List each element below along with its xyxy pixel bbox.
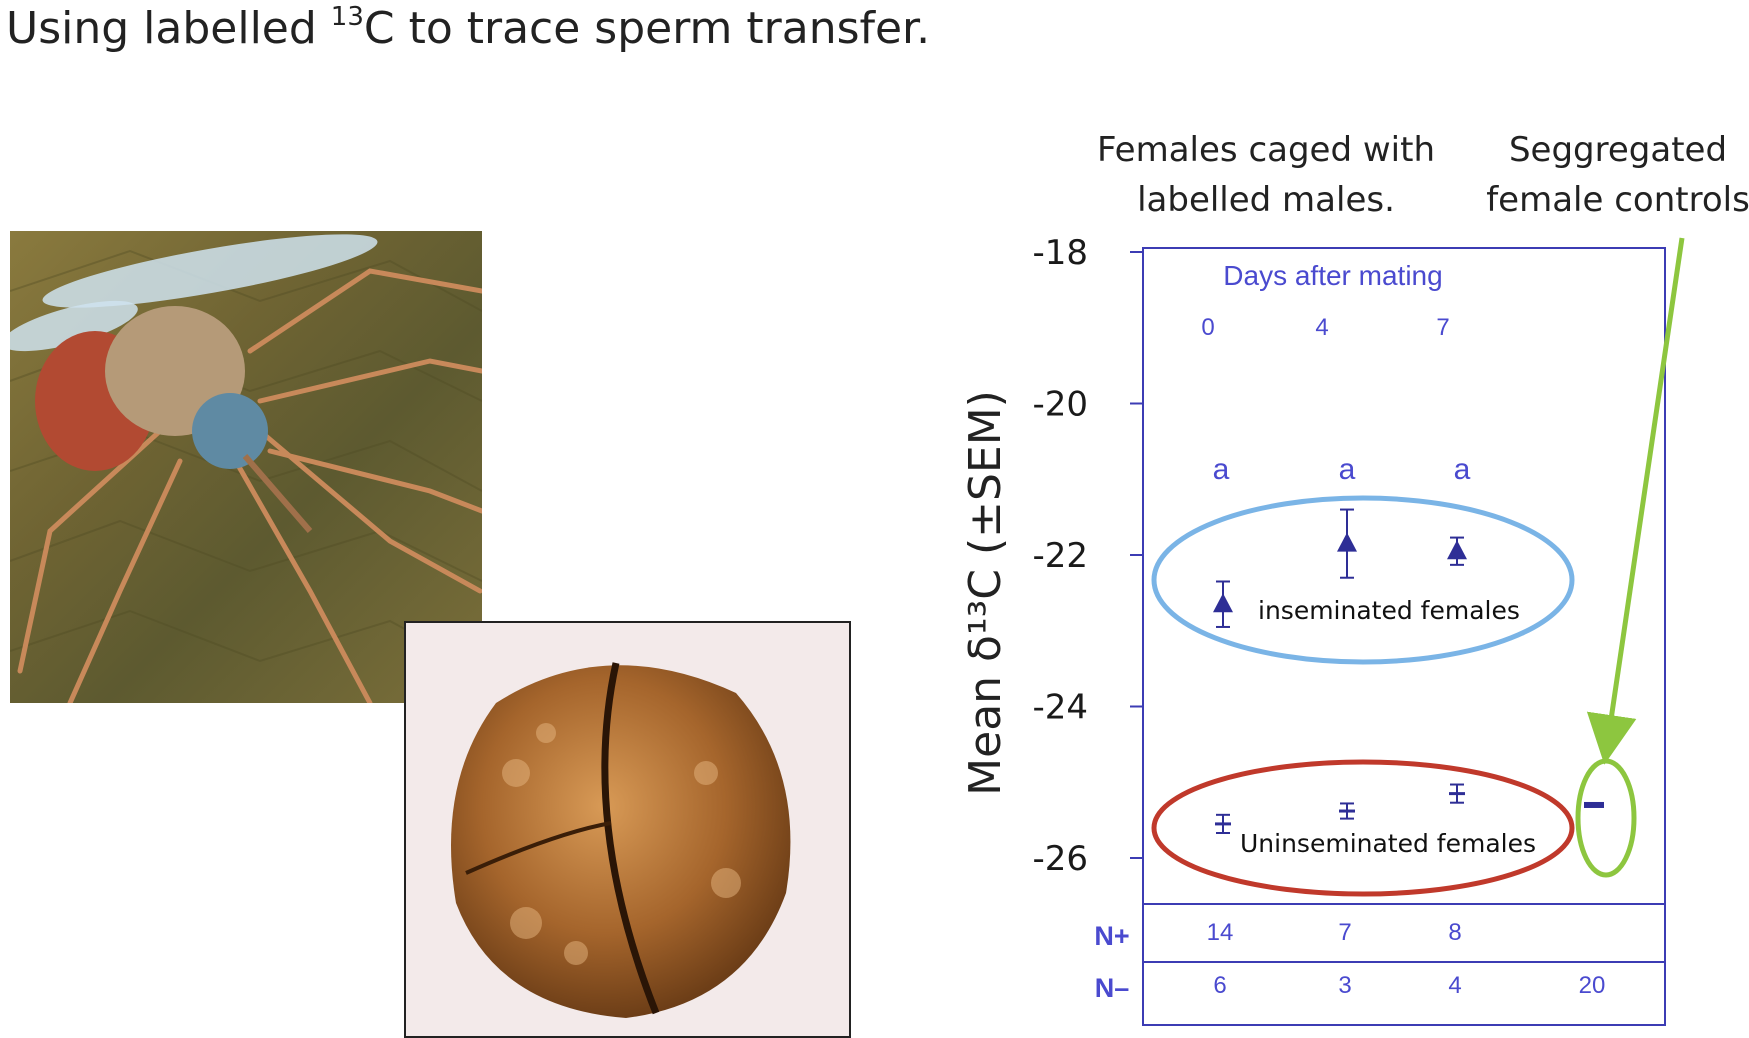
n-minus-value-0: 6 <box>1213 972 1226 999</box>
egg-photo <box>404 621 851 1038</box>
day-labels: 0 4 7 <box>1201 314 1449 341</box>
annotation-caged-line2: labelled males. <box>1137 180 1395 220</box>
day-label-0: 0 <box>1201 314 1214 341</box>
y-tick-label-1: -20 <box>1032 385 1088 425</box>
annotation-control-line2: female controls <box>1486 180 1749 220</box>
n-plus-values: 14 7 8 <box>1207 919 1462 946</box>
series-label-uninseminated: Uninseminated females <box>1240 829 1536 858</box>
n-plus-value-1: 7 <box>1338 919 1351 946</box>
slide-title: Using labelled 13C to trace sperm transf… <box>6 2 930 54</box>
n-plus-value-2: 8 <box>1448 919 1461 946</box>
point-s0-1 <box>1337 508 1357 579</box>
uninseminated-ellipse <box>1151 759 1575 897</box>
sig-letter-1: a <box>1339 453 1356 486</box>
day-label-2: 7 <box>1436 314 1449 341</box>
n-plus-label: N+ <box>1094 921 1129 951</box>
plot-frame <box>1142 247 1666 1026</box>
series-label-inseminated: inseminated females <box>1258 596 1520 625</box>
marker-triangle-s0-0 <box>1213 593 1233 613</box>
egg-illustration <box>451 662 791 1018</box>
point-s0-2 <box>1447 536 1467 566</box>
inseminated-ellipse <box>1151 495 1575 665</box>
y-axis-ticks: -18 -20 -22 -24 -26 <box>1032 233 1143 879</box>
point-s0-0 <box>1213 580 1233 628</box>
control-arrow <box>1586 237 1685 765</box>
annotation-control-line1: Seggregated <box>1509 130 1727 170</box>
day-label-1: 4 <box>1315 314 1328 341</box>
n-plus-value-0: 14 <box>1207 919 1234 946</box>
n-minus-label: N– <box>1095 973 1130 1003</box>
point-s1-1 <box>1339 802 1355 820</box>
data-points <box>1213 508 1604 835</box>
slide-title-prefix: Using labelled <box>6 3 331 54</box>
inner-title: Days after mating <box>1223 260 1442 291</box>
marker-triangle-s0-1 <box>1337 532 1357 552</box>
control-ellipse <box>1575 758 1637 878</box>
sig-letter-0: a <box>1213 453 1230 486</box>
slide-title-superscript: 13 <box>330 2 364 32</box>
mosquito-photo <box>10 231 482 703</box>
y-tick-label-0: -18 <box>1032 233 1088 273</box>
y-axis-label: Mean δ¹³C (±SEM) <box>960 390 1011 796</box>
sig-letter-2: a <box>1454 453 1471 486</box>
y-tick-label-3: -24 <box>1032 688 1088 728</box>
n-minus-value-2: 4 <box>1448 972 1461 999</box>
n-minus-value-1: 3 <box>1338 972 1351 999</box>
slide-title-suffix: C to trace sperm transfer. <box>363 3 931 54</box>
marker-triangle-s0-2 <box>1447 540 1467 560</box>
n-minus-values: 6 3 4 20 <box>1213 972 1605 999</box>
annotation-caged-line1: Females caged with <box>1097 130 1435 170</box>
n-minus-value-3: 20 <box>1579 972 1606 999</box>
marker-dash-s2-0 <box>1584 801 1604 808</box>
mosquito-illustration <box>10 234 482 703</box>
point-s1-0 <box>1215 813 1231 835</box>
y-tick-label-2: -22 <box>1032 536 1088 576</box>
y-tick-label-4: -26 <box>1032 839 1088 879</box>
point-s1-2 <box>1449 783 1465 804</box>
point-s2-0 <box>1584 801 1604 808</box>
